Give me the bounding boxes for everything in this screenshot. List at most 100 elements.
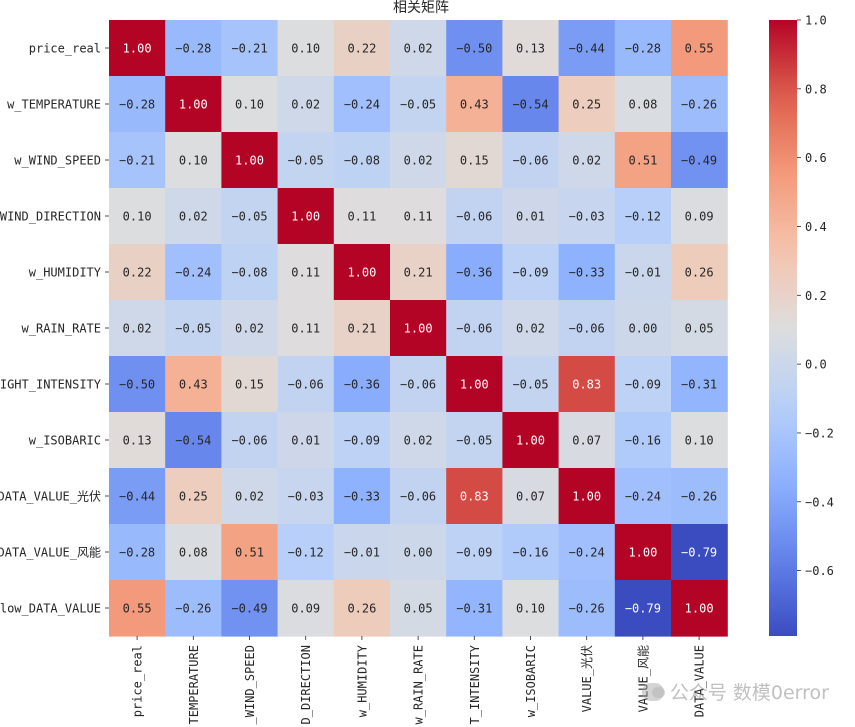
- heatmap-cell: [277, 580, 335, 637]
- cell-value-label: 0.08: [179, 546, 208, 560]
- heatmap-cell: [165, 188, 222, 245]
- heatmap-cell: [277, 468, 335, 525]
- cell-value-label: 0.02: [516, 322, 545, 336]
- row-label: w_TEMPERATURE: [7, 98, 101, 112]
- heatmap-cell: [221, 524, 279, 581]
- chart-title: 相关矩阵: [393, 0, 449, 16]
- heatmap-cell: [333, 244, 391, 301]
- cell-value-label: 0.10: [685, 434, 714, 448]
- heatmap-cell: [390, 300, 447, 357]
- heatmap-cell: [390, 412, 447, 469]
- heatmap-cell: [502, 20, 560, 77]
- cell-value-label: 0.00: [628, 322, 657, 336]
- cell-value-label: −0.06: [400, 490, 436, 504]
- heatmap-cell: [109, 468, 166, 525]
- heatmap-cell: [614, 356, 672, 413]
- heatmap-cell: [221, 132, 279, 189]
- cell-value-label: −0.36: [456, 266, 492, 280]
- cell-value-label: −0.28: [175, 42, 211, 56]
- heatmap-cell: [558, 412, 616, 469]
- row-label: w_ISOBARIC: [29, 434, 101, 448]
- heatmap-cell: [502, 300, 560, 357]
- cell-value-label: 1.00: [628, 546, 657, 560]
- heatmap-cell: [446, 188, 503, 245]
- heatmap-cell: [390, 356, 447, 413]
- cell-value-label: 0.13: [516, 42, 545, 56]
- cell-value-label: 0.10: [291, 42, 320, 56]
- heatmap-cell: [446, 356, 503, 413]
- heatmap-cell: [614, 412, 672, 469]
- column-label: _WIND_SPEED: [243, 645, 257, 724]
- heatmap-cell: [390, 468, 447, 525]
- column-labels: price_real TEMPERATURE _WIND_SPEED D_DIRECT…: [131, 636, 707, 724]
- heatmap-cell: [109, 300, 166, 357]
- cell-value-label: 1.00: [291, 210, 320, 224]
- cell-value-label: −0.49: [681, 154, 717, 168]
- heatmap-cell: [614, 580, 672, 637]
- heatmap-cell: [165, 20, 222, 77]
- cell-value-label: 0.13: [123, 434, 152, 448]
- cell-value-label: 0.22: [347, 42, 376, 56]
- cell-value-label: −0.06: [456, 322, 492, 336]
- heatmap-cell: [277, 20, 335, 77]
- cell-value-label: 1.00: [123, 42, 152, 56]
- heatmap-cell: [614, 244, 672, 301]
- heatmap-cell: [671, 188, 728, 245]
- heatmap-cell: [277, 188, 335, 245]
- column-label: T_INTENSITY: [468, 644, 482, 724]
- cell-value-label: −0.16: [512, 546, 548, 560]
- cell-value-label: 0.83: [460, 490, 489, 504]
- heatmap-cell: [221, 412, 279, 469]
- row-label: price_real: [29, 42, 101, 56]
- cell-value-label: −0.06: [288, 378, 324, 392]
- cell-value-label: 0.02: [235, 322, 264, 336]
- heatmap-cell: [109, 244, 166, 301]
- heatmap-cell: [333, 300, 391, 357]
- watermark-label-b: 数模0error: [732, 682, 829, 704]
- cell-value-label: 0.26: [347, 602, 376, 616]
- heatmap-cell: [614, 188, 672, 245]
- cell-value-label: 0.25: [179, 490, 208, 504]
- cell-value-label: 0.09: [291, 602, 320, 616]
- cell-value-label: −0.54: [512, 98, 548, 112]
- cell-value-label: −0.06: [456, 210, 492, 224]
- heatmap-cell: [390, 76, 447, 133]
- column-label: DATA_VALUE: [693, 645, 707, 717]
- heatmap-cell: [165, 412, 222, 469]
- heatmap-cell: [614, 20, 672, 77]
- cell-value-label: −0.44: [569, 42, 605, 56]
- heatmap-cell: [221, 76, 279, 133]
- cell-value-label: 0.02: [572, 154, 601, 168]
- heatmap-cell: [558, 300, 616, 357]
- cell-value-label: −0.44: [119, 490, 155, 504]
- cell-value-label: 0.02: [404, 154, 433, 168]
- cell-value-label: 0.10: [123, 210, 152, 224]
- heatmap-cell: [390, 132, 447, 189]
- heatmap-cell: [671, 132, 728, 189]
- heatmap-cell: [221, 580, 279, 637]
- cell-value-label: 0.02: [291, 98, 320, 112]
- heatmap-cell: [277, 524, 335, 581]
- cell-value-label: −0.36: [344, 378, 380, 392]
- cell-value-label: −0.31: [681, 378, 717, 392]
- cell-value-label: −0.12: [625, 210, 661, 224]
- cell-value-label: 0.10: [516, 602, 545, 616]
- heatmap-cell: [165, 244, 222, 301]
- heatmap-cell: [558, 76, 616, 133]
- heatmap-cell: [165, 524, 222, 581]
- cell-value-label: −0.26: [681, 98, 717, 112]
- cell-value-label: 1.00: [685, 602, 714, 616]
- cell-value-label: −0.09: [344, 434, 380, 448]
- cell-value-label: −0.26: [681, 490, 717, 504]
- heatmap-cell: [558, 132, 616, 189]
- heatmap-cell: [221, 468, 279, 525]
- heatmap-cells: [109, 20, 728, 637]
- column-label: VALUE_风能: [636, 645, 650, 712]
- heatmap-cell: [558, 20, 616, 77]
- cell-value-label: 0.00: [404, 546, 433, 560]
- heatmap-cell: [165, 300, 222, 357]
- colorbar-tick-label: 0.6: [805, 151, 827, 165]
- cell-value-label: −0.21: [119, 154, 155, 168]
- cell-value-label: −0.21: [231, 42, 267, 56]
